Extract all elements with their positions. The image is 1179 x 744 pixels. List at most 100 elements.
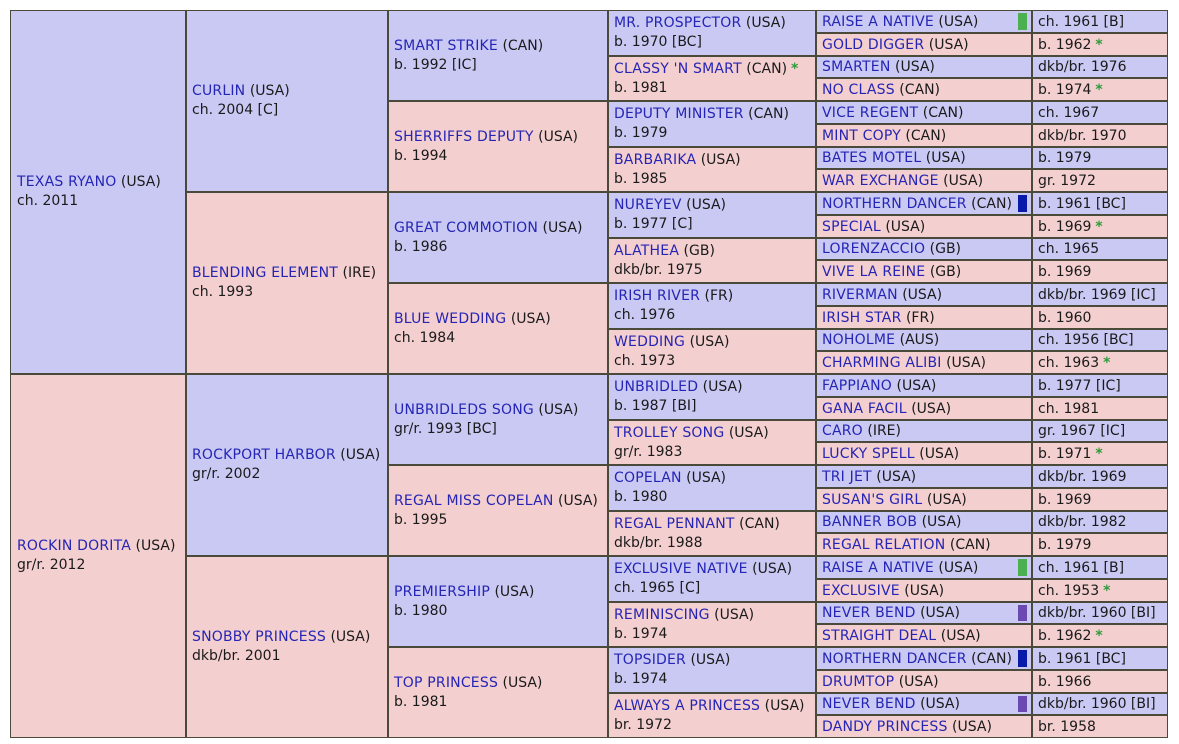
horse-name-link[interactable]: TEXAS RYANO xyxy=(17,174,117,190)
horse-name-link[interactable]: CURLIN xyxy=(192,83,246,99)
horse-country: (USA) xyxy=(952,718,992,735)
horse-info-cell-gen5: ch. 1967 xyxy=(1032,101,1168,124)
horse-name-link[interactable]: NEVER BEND xyxy=(822,605,916,621)
horse-name-link[interactable]: GANA FACIL xyxy=(822,400,907,417)
horse-name-link[interactable]: CARO xyxy=(822,423,863,439)
horse-name-link[interactable]: SMART STRIKE xyxy=(394,37,498,54)
horse-name-link[interactable]: REGAL RELATION xyxy=(822,536,946,553)
horse-name-link[interactable]: DANDY PRINCESS xyxy=(822,718,948,735)
horse-name-link[interactable]: BLUE WEDDING xyxy=(394,310,507,327)
horse-name-line: IRISH STAR (FR) xyxy=(822,309,935,327)
horse-name-link[interactable]: DEPUTY MINISTER xyxy=(614,106,744,122)
horse-info: ch. 1963 xyxy=(1038,354,1100,371)
horse-name-link[interactable]: ALWAYS A PRINCESS xyxy=(614,697,761,714)
horse-name-link[interactable]: DRUMTOP xyxy=(822,673,895,690)
horse-name-line: NEVER BEND (USA) xyxy=(822,695,960,713)
horse-info-cell-gen5: ch. 1981 xyxy=(1032,397,1168,420)
horse-name-link[interactable]: IRISH STAR xyxy=(822,309,902,326)
horse-name-link[interactable]: SUSAN'S GIRL xyxy=(822,491,923,508)
horse-name-link[interactable]: BANNER BOB xyxy=(822,514,918,530)
horse-name-link[interactable]: BLENDING ELEMENT xyxy=(192,265,339,281)
horse-info: dkb/br. 1988 xyxy=(614,534,703,551)
horse-name-link[interactable]: MINT COPY xyxy=(822,127,901,144)
horse-name-link[interactable]: REMINISCING xyxy=(614,606,710,623)
horse-entry: TEXAS RYANO (USA) ch. 2011 xyxy=(17,173,161,211)
horse-name-link[interactable]: GREAT COMMOTION xyxy=(394,219,539,236)
horse-name-link[interactable]: UNBRIDLED xyxy=(614,379,699,395)
horse-name-link[interactable]: IRISH RIVER xyxy=(614,288,701,304)
horse-name-link[interactable]: CLASSY 'N SMART xyxy=(614,60,742,77)
horse-name-link[interactable]: ALATHEA xyxy=(614,242,680,259)
horse-name-link[interactable]: RAISE A NATIVE xyxy=(822,13,934,30)
horse-name-link[interactable]: ROCKPORT HARBOR xyxy=(192,447,336,463)
horse-name-link[interactable]: NEVER BEND xyxy=(822,696,916,712)
horse-name-link[interactable]: CHARMING ALIBI xyxy=(822,354,942,371)
horse-name-link[interactable]: TOPSIDER xyxy=(614,652,686,668)
horse-name-link[interactable]: SMARTEN xyxy=(822,59,891,75)
horse-country: (USA) xyxy=(745,15,786,31)
horse-name-link[interactable]: NORTHERN DANCER xyxy=(822,650,967,667)
horse-name-link[interactable]: NO CLASS xyxy=(822,81,895,98)
horse-country: (IRE) xyxy=(867,423,901,439)
horse-name-link[interactable]: COPELAN xyxy=(614,470,682,486)
horse-name-link[interactable]: TRI JET xyxy=(822,468,872,485)
horse-info: b. 1969 xyxy=(1038,263,1092,280)
horse-name-link[interactable]: TOP PRINCESS xyxy=(394,674,499,691)
horse-cell-gen3: SMART STRIKE (CAN) b. 1992 [IC] xyxy=(388,10,608,101)
horse-name-line: RAISE A NATIVE (USA) xyxy=(822,559,978,577)
horse-name-link[interactable]: EXCLUSIVE NATIVE xyxy=(614,561,748,577)
horse-country: (IRE) xyxy=(342,265,377,281)
horse-name-link[interactable]: BATES MOTEL xyxy=(822,150,922,166)
horse-entry: RAISE A NATIVE (USA) xyxy=(822,559,978,577)
horse-name-link[interactable]: SNOBBY PRINCESS xyxy=(192,629,326,645)
horse-cell-gen5: NORTHERN DANCER (CAN) xyxy=(816,192,1032,215)
star-marker: * xyxy=(1095,218,1103,235)
horse-name-link[interactable]: VIVE LA REINE xyxy=(822,263,926,280)
horse-name-link[interactable]: MR. PROSPECTOR xyxy=(614,15,742,31)
horse-country: (CAN) xyxy=(922,104,964,121)
horse-entry: CHARMING ALIBI (USA) xyxy=(822,354,986,372)
horse-name-link[interactable]: TROLLEY SONG xyxy=(614,424,725,441)
horse-name-line: REMINISCING (USA) xyxy=(614,606,754,625)
horse-name-link[interactable]: RIVERMAN xyxy=(822,286,898,303)
horse-name-link[interactable]: PREMIERSHIP xyxy=(394,583,490,600)
horse-name-link[interactable]: UNBRIDLEDS SONG xyxy=(394,401,534,418)
horse-info-cell-gen5: b. 1962 * xyxy=(1032,33,1168,56)
horse-name-line: SPECIAL (USA) xyxy=(822,218,925,236)
horse-name-link[interactable]: STRAIGHT DEAL xyxy=(822,627,937,644)
horse-entry: REMINISCING (USA) b. 1974 xyxy=(614,606,754,644)
horse-name-link[interactable]: VICE REGENT xyxy=(822,104,919,121)
horse-name-link[interactable]: GOLD DIGGER xyxy=(822,36,925,53)
horse-name-link[interactable]: EXCLUSIVE xyxy=(822,582,900,599)
horse-info-cell-gen5: b. 1969 xyxy=(1032,260,1168,283)
horse-name-link[interactable]: NORTHERN DANCER xyxy=(822,195,967,212)
horse-name-link[interactable]: LORENZACCIO xyxy=(822,241,926,257)
horse-name-link[interactable]: SHERRIFFS DEPUTY xyxy=(394,128,534,145)
horse-name-line: FAPPIANO (USA) xyxy=(822,377,936,395)
horse-name-link[interactable]: ROCKIN DORITA xyxy=(17,538,132,554)
horse-entry: BATES MOTEL (USA) xyxy=(822,149,966,167)
horse-name-line: CLASSY 'N SMART (CAN) * xyxy=(614,60,798,79)
horse-name-link[interactable]: LUCKY SPELL xyxy=(822,445,915,462)
horse-name-line: TOP PRINCESS (USA) xyxy=(394,674,542,693)
horse-country: (USA) xyxy=(702,379,743,395)
horse-info: b. 1974 xyxy=(614,671,668,687)
horse-info: dkb/br. 1982 xyxy=(1038,514,1127,530)
horse-cell-gen5: FAPPIANO (USA) xyxy=(816,374,1032,397)
horse-name-link[interactable]: NUREYEV xyxy=(614,197,682,213)
horse-entry: MR. PROSPECTOR (USA) b. 1970 [BC] xyxy=(614,14,786,52)
horse-name-link[interactable]: RAISE A NATIVE xyxy=(822,559,934,576)
horse-name-link[interactable]: FAPPIANO xyxy=(822,377,893,394)
horse-cell-gen3: TOP PRINCESS (USA) b. 1981 xyxy=(388,647,608,738)
horse-name-link[interactable]: NOHOLME xyxy=(822,332,896,348)
horse-name-link[interactable]: BARBARIKA xyxy=(614,151,697,168)
horse-name-link[interactable]: WEDDING xyxy=(614,333,686,350)
horse-name-link[interactable]: REGAL MISS COPELAN xyxy=(394,492,554,509)
horse-name-link[interactable]: SPECIAL xyxy=(822,218,881,235)
horse-name-link[interactable]: REGAL PENNANT xyxy=(614,515,735,532)
horse-entry: NUREYEV (USA) b. 1977 [C] xyxy=(614,196,726,234)
horse-info: b. 1979 xyxy=(614,125,668,141)
horse-name-link[interactable]: WAR EXCHANGE xyxy=(822,172,939,189)
horse-cell-gen4: DEPUTY MINISTER (CAN) b. 1979 xyxy=(608,101,816,147)
star-marker: * xyxy=(1095,81,1103,98)
